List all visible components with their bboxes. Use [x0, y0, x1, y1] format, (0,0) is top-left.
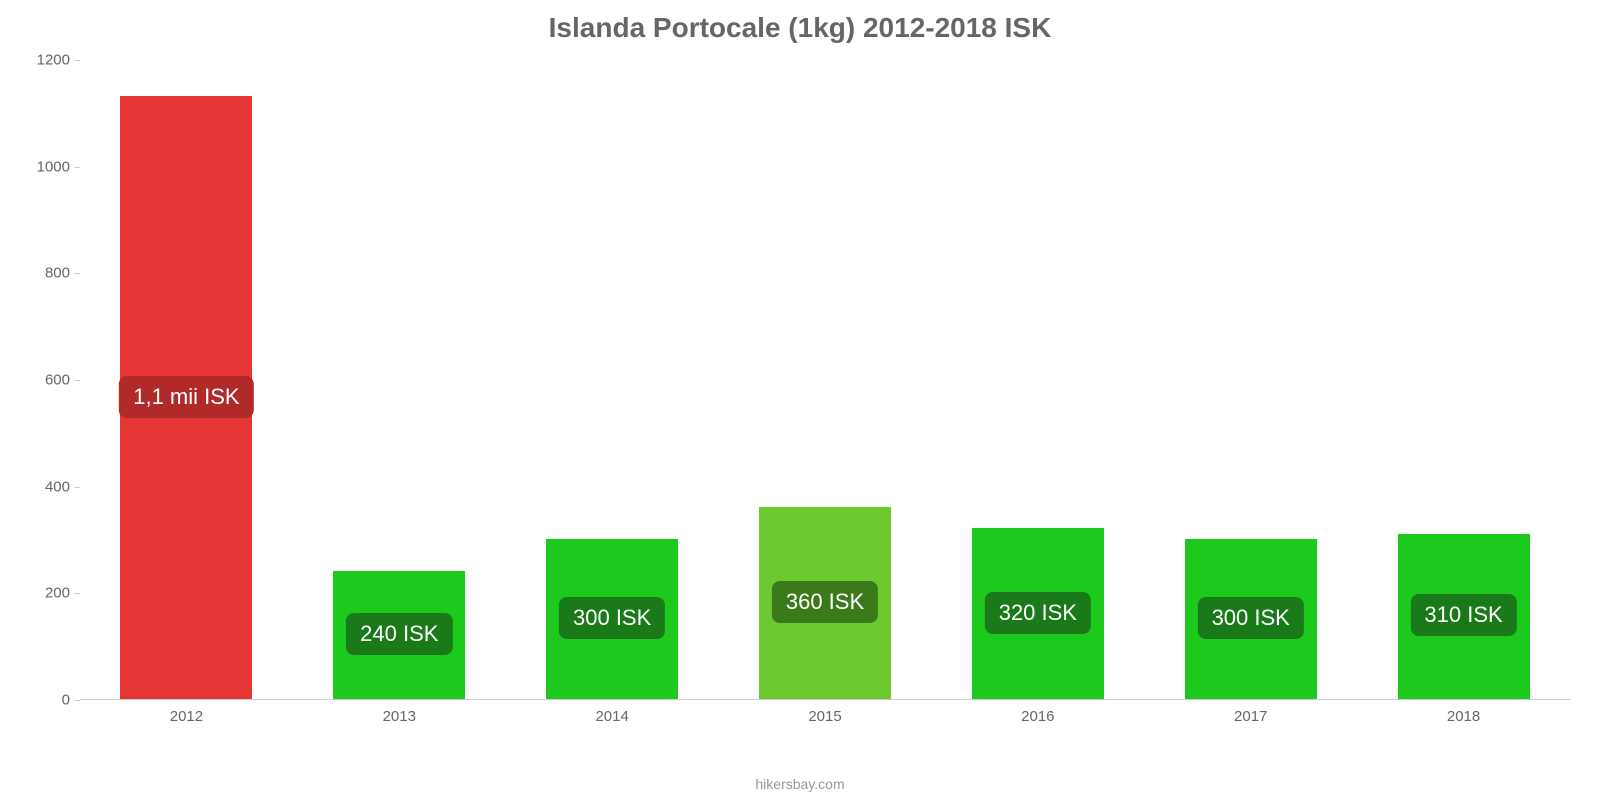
- y-tick-mark: [74, 700, 80, 701]
- bar-value-label: 320 ISK: [985, 592, 1091, 634]
- bar-value-label: 360 ISK: [772, 581, 878, 623]
- y-tick-label: 1200: [30, 52, 70, 69]
- bar-value-label: 300 ISK: [559, 597, 665, 639]
- y-tick-label: 1000: [30, 158, 70, 175]
- bar: 320 ISK: [972, 528, 1104, 699]
- x-tick-label: 2014: [595, 708, 628, 725]
- bar: 300 ISK: [546, 539, 678, 699]
- y-tick-label: 600: [30, 372, 70, 389]
- bar: 1,1 mii ISK: [120, 96, 252, 699]
- y-tick-mark: [74, 593, 80, 594]
- x-tick-label: 2015: [808, 708, 841, 725]
- x-tick-label: 2018: [1447, 708, 1480, 725]
- x-tick-label: 2016: [1021, 708, 1054, 725]
- bar: 310 ISK: [1398, 534, 1530, 699]
- bar: 360 ISK: [759, 507, 891, 699]
- bar: 240 ISK: [333, 571, 465, 699]
- bar-value-label: 300 ISK: [1198, 597, 1304, 639]
- plot-wrapper: 0200400600800100012001,1 mii ISK240 ISK3…: [80, 60, 1570, 730]
- bar-value-label: 240 ISK: [346, 613, 452, 655]
- y-tick-label: 400: [30, 478, 70, 495]
- y-tick-label: 200: [30, 585, 70, 602]
- x-tick-label: 2013: [383, 708, 416, 725]
- bar: 300 ISK: [1185, 539, 1317, 699]
- y-tick-mark: [74, 487, 80, 488]
- y-tick-mark: [74, 60, 80, 61]
- bar-value-label: 1,1 mii ISK: [119, 376, 253, 418]
- attribution-text: hikersbay.com: [0, 776, 1600, 792]
- chart-title: Islanda Portocale (1kg) 2012-2018 ISK: [0, 0, 1600, 44]
- y-tick-label: 800: [30, 265, 70, 282]
- bar-value-label: 310 ISK: [1410, 594, 1516, 636]
- x-tick-label: 2017: [1234, 708, 1267, 725]
- y-tick-mark: [74, 273, 80, 274]
- x-tick-label: 2012: [170, 708, 203, 725]
- plot-area: 0200400600800100012001,1 mii ISK240 ISK3…: [80, 60, 1570, 700]
- y-tick-label: 0: [30, 692, 70, 709]
- y-tick-mark: [74, 380, 80, 381]
- y-tick-mark: [74, 167, 80, 168]
